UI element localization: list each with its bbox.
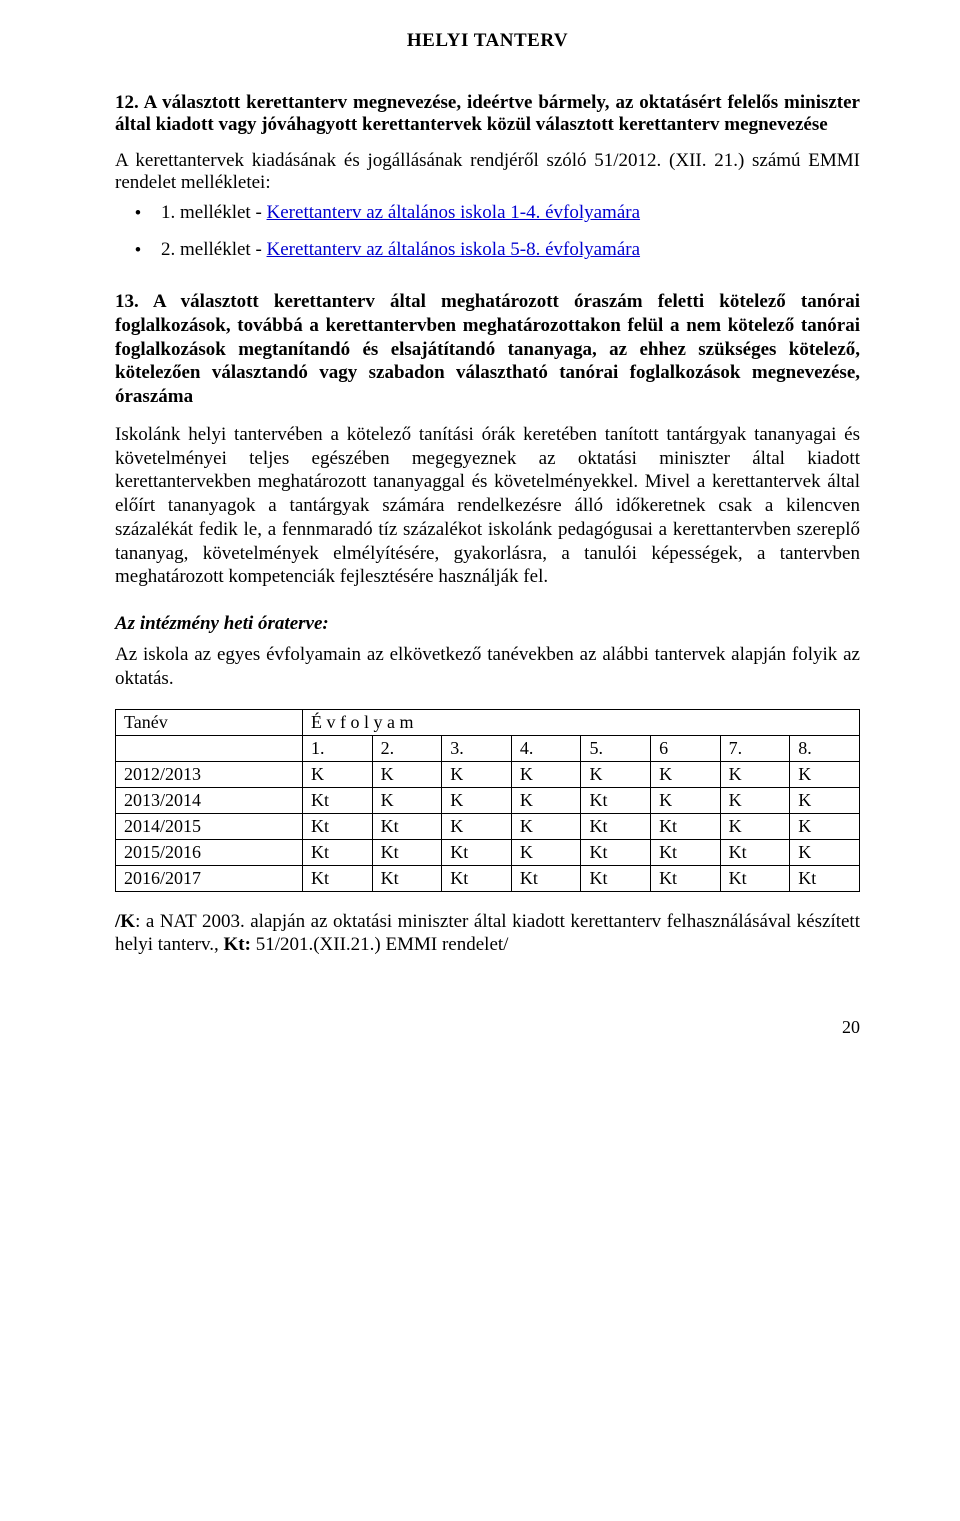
year-cell: 2016/2017 (116, 865, 303, 891)
data-cell: Kt (303, 865, 373, 891)
grade-cell: 1. (303, 735, 373, 761)
data-cell: Kt (720, 839, 790, 865)
data-cell: Kt (442, 839, 512, 865)
data-cell: Kt (651, 865, 721, 891)
data-cell: Kt (581, 865, 651, 891)
data-cell: K (511, 761, 581, 787)
data-cell: Kt (651, 813, 721, 839)
table-row: 2013/2014 Kt K K K Kt K K K (116, 787, 860, 813)
bullet-icon: • (115, 202, 161, 225)
data-cell: Kt (303, 813, 373, 839)
data-cell: Kt (581, 787, 651, 813)
data-cell: K (303, 761, 373, 787)
oraterv-table: Tanév É v f o l y a m 1. 2. 3. 4. 5. 6 7… (115, 709, 860, 892)
data-cell: K (511, 813, 581, 839)
data-cell: Kt (651, 839, 721, 865)
data-cell: K (790, 839, 860, 865)
data-cell: Kt (372, 865, 442, 891)
data-cell: K (651, 787, 721, 813)
data-cell: K (790, 761, 860, 787)
grade-cell: 4. (511, 735, 581, 761)
data-cell: K (720, 787, 790, 813)
attachment-item: • 1. melléklet - Kerettanterv az általán… (115, 202, 860, 225)
footnote-k: /K (115, 911, 135, 932)
table-row: 2014/2015 Kt Kt K K Kt Kt K K (116, 813, 860, 839)
page: HELYI TANTERV 12. A választott kerettant… (0, 0, 960, 1098)
data-cell: K (651, 761, 721, 787)
attachment-text: 2. melléklet - Kerettanterv az általános… (161, 239, 860, 261)
data-cell: K (442, 787, 512, 813)
section-13-para1: Iskolánk helyi tantervében a kötelező ta… (115, 423, 860, 589)
data-cell: K (720, 761, 790, 787)
data-cell: K (442, 813, 512, 839)
footnote-rest: 51/201.(XII.21.) EMMI rendelet/ (251, 934, 509, 955)
data-cell: Kt (581, 839, 651, 865)
data-cell: K (581, 761, 651, 787)
attachment-list: • 1. melléklet - Kerettanterv az általán… (115, 202, 860, 262)
grade-cell: 2. (372, 735, 442, 761)
grade-cell: 6 (651, 735, 721, 761)
attachment-link[interactable]: Kerettanterv az általános iskola 1-4. év… (267, 202, 641, 223)
data-cell: Kt (372, 813, 442, 839)
section-12-title: 12. A választott kerettanterv megnevezés… (115, 92, 860, 136)
data-cell: Kt (303, 787, 373, 813)
year-cell: 2014/2015 (116, 813, 303, 839)
attachment-text: 1. melléklet - Kerettanterv az általános… (161, 202, 860, 224)
bullet-icon: • (115, 239, 161, 262)
data-cell: Kt (581, 813, 651, 839)
data-cell: K (442, 761, 512, 787)
section-13-title: 13. A választott kerettanterv által megh… (115, 290, 860, 409)
section-12-intro: A kerettantervek kiadásának és jogállásá… (115, 150, 860, 194)
oraterv-heading: Az intézmény heti óraterve: (115, 613, 860, 635)
data-cell: Kt (511, 865, 581, 891)
footnote: /K: a NAT 2003. alapján az oktatási mini… (115, 910, 860, 958)
th-tanev: Tanév (116, 709, 303, 735)
table-grades-row: 1. 2. 3. 4. 5. 6 7. 8. (116, 735, 860, 761)
data-cell: Kt (372, 839, 442, 865)
data-cell: K (372, 761, 442, 787)
grade-cell: 7. (720, 735, 790, 761)
data-cell: K (720, 813, 790, 839)
data-cell: Kt (303, 839, 373, 865)
footnote-kt: Kt: (224, 934, 251, 955)
grade-cell: 3. (442, 735, 512, 761)
page-header: HELYI TANTERV (115, 30, 860, 52)
data-cell: K (790, 787, 860, 813)
data-cell: K (372, 787, 442, 813)
table-row: 2012/2013 K K K K K K K K (116, 761, 860, 787)
attachment-prefix: 1. melléklet - (161, 202, 267, 223)
year-cell: 2012/2013 (116, 761, 303, 787)
table-row: 2015/2016 Kt Kt Kt K Kt Kt Kt K (116, 839, 860, 865)
table-row: 2016/2017 Kt Kt Kt Kt Kt Kt Kt Kt (116, 865, 860, 891)
page-number: 20 (115, 1017, 860, 1038)
data-cell: Kt (790, 865, 860, 891)
data-cell: Kt (442, 865, 512, 891)
grade-cell: 8. (790, 735, 860, 761)
year-cell: 2013/2014 (116, 787, 303, 813)
oraterv-intro: Az iskola az egyes évfolyamain az elköve… (115, 643, 860, 691)
data-cell: K (790, 813, 860, 839)
data-cell: K (511, 787, 581, 813)
attachment-link[interactable]: Kerettanterv az általános iskola 5-8. év… (267, 239, 641, 260)
year-cell: 2015/2016 (116, 839, 303, 865)
th-evfolyam: É v f o l y a m (303, 709, 860, 735)
data-cell: K (511, 839, 581, 865)
cell-empty (116, 735, 303, 761)
attachment-prefix: 2. melléklet - (161, 239, 267, 260)
table-header-row: Tanév É v f o l y a m (116, 709, 860, 735)
attachment-item: • 2. melléklet - Kerettanterv az általán… (115, 239, 860, 262)
grade-cell: 5. (581, 735, 651, 761)
data-cell: Kt (720, 865, 790, 891)
